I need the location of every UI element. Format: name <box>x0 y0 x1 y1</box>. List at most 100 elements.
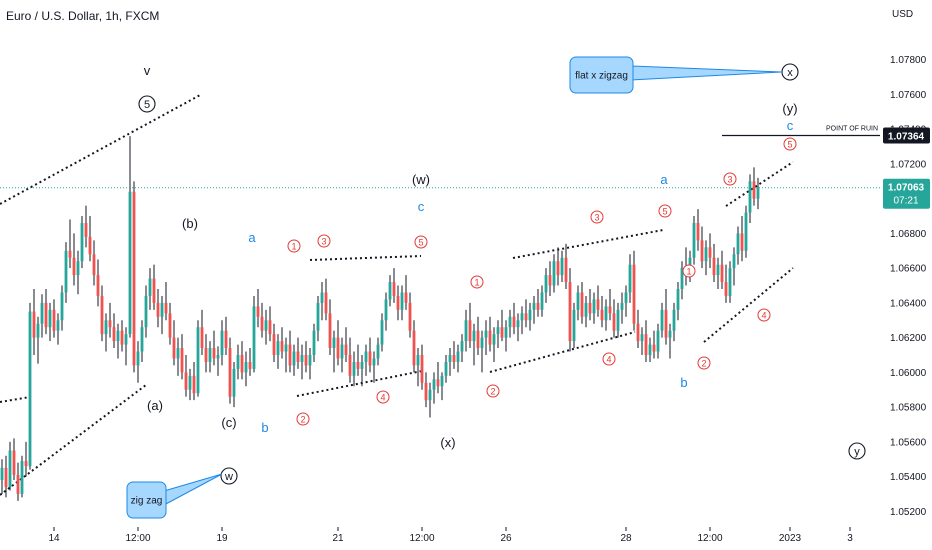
candle-body <box>136 351 140 366</box>
candle-body <box>624 292 628 303</box>
candle-body <box>416 355 420 366</box>
trendline <box>309 255 422 261</box>
candle-body <box>424 382 428 401</box>
candle-body <box>220 330 224 355</box>
candle-body <box>12 450 16 475</box>
candle-body <box>492 334 496 345</box>
candle-body <box>176 348 180 359</box>
x-tick-label: 12:00 <box>125 533 150 544</box>
subwave-circle-label: 4 <box>606 355 611 365</box>
candle-body <box>444 361 448 376</box>
subwave-circle-label: 2 <box>490 387 495 397</box>
subwave-circle-label: 4 <box>761 311 766 321</box>
wave-circle-label: w <box>224 471 233 483</box>
candle-body <box>748 181 752 213</box>
candle-body <box>524 313 528 321</box>
candle-body <box>404 292 408 303</box>
callout-box <box>126 481 167 519</box>
candle-body <box>308 355 312 366</box>
subwave-circle-label: 1 <box>291 242 296 252</box>
wave-label-blue: b <box>261 420 268 435</box>
y-tick-label: 1.07800 <box>890 55 927 66</box>
candle-body <box>0 467 4 481</box>
candle-body <box>388 282 392 300</box>
candle-body <box>348 355 352 376</box>
candle-body <box>276 341 280 355</box>
candle-body <box>372 358 376 366</box>
trendline <box>0 384 147 496</box>
candle-body <box>112 327 116 342</box>
candle-body <box>544 275 548 293</box>
candle-body <box>700 240 704 262</box>
wave-circle-label: 5 <box>144 99 150 111</box>
candle-body <box>496 327 500 335</box>
candle-body <box>212 348 216 359</box>
candle-body <box>320 292 324 303</box>
candle-body <box>304 355 308 366</box>
candle-body <box>260 316 264 331</box>
candle-body <box>100 295 104 335</box>
candle-body <box>376 344 380 359</box>
subwave-circle <box>723 172 737 186</box>
candle-body <box>380 320 384 345</box>
subwave-circle-label: 3 <box>727 175 732 185</box>
candle-body <box>664 309 668 338</box>
candle-body <box>152 278 156 303</box>
candle-body <box>576 292 580 310</box>
candle-body <box>28 311 32 467</box>
candle-body <box>704 247 708 262</box>
candle-body <box>620 302 624 310</box>
candle-body <box>504 327 508 338</box>
candle-body <box>680 268 684 289</box>
candle-body <box>60 292 64 321</box>
candle-body <box>484 330 488 338</box>
candle-body <box>436 379 440 387</box>
candle-body <box>440 375 444 387</box>
candle-body <box>120 330 124 345</box>
subwave-circle <box>414 235 428 249</box>
wave-circle <box>848 442 866 460</box>
x-tick-label: 28 <box>620 533 632 544</box>
candle-body <box>392 282 396 296</box>
candle-body <box>196 327 200 394</box>
candle-body <box>200 327 204 349</box>
x-tick-label: 12:00 <box>409 533 434 544</box>
candle-body <box>20 460 24 494</box>
candle-body <box>536 302 540 310</box>
candle-body <box>76 261 80 276</box>
candle-body <box>288 344 292 366</box>
trendline <box>0 396 31 403</box>
countdown-text: 07:21 <box>893 196 918 207</box>
candle-body <box>656 330 660 352</box>
subwave-circle <box>602 352 616 366</box>
x-tick-label: 26 <box>500 533 512 544</box>
candle-body <box>72 257 76 276</box>
candle-body <box>448 355 452 362</box>
candle-body <box>384 299 388 321</box>
candle-body <box>408 302 412 331</box>
candle-body <box>32 311 36 338</box>
wave-label: (b) <box>182 216 198 231</box>
candle-body <box>132 191 136 366</box>
candle-body <box>68 250 72 258</box>
candle-body <box>420 355 424 383</box>
candle-body <box>140 327 144 352</box>
candle-body <box>488 330 492 345</box>
candle-body <box>400 292 404 310</box>
ruin-price-text: 1.07364 <box>888 131 925 142</box>
candle-body <box>756 188 760 199</box>
candle-body <box>520 313 524 321</box>
candle-body <box>696 223 700 241</box>
trendline <box>703 267 794 343</box>
candle-body <box>720 264 724 283</box>
candle-body <box>224 330 228 349</box>
subwave-circle <box>317 234 331 248</box>
candle-body <box>52 309 56 331</box>
candle-body <box>324 292 328 314</box>
candle-body <box>592 299 596 314</box>
candle-body <box>192 375 196 394</box>
candle-body <box>596 299 600 310</box>
candle-body <box>460 341 464 352</box>
y-tick-label: 1.05800 <box>890 403 927 414</box>
